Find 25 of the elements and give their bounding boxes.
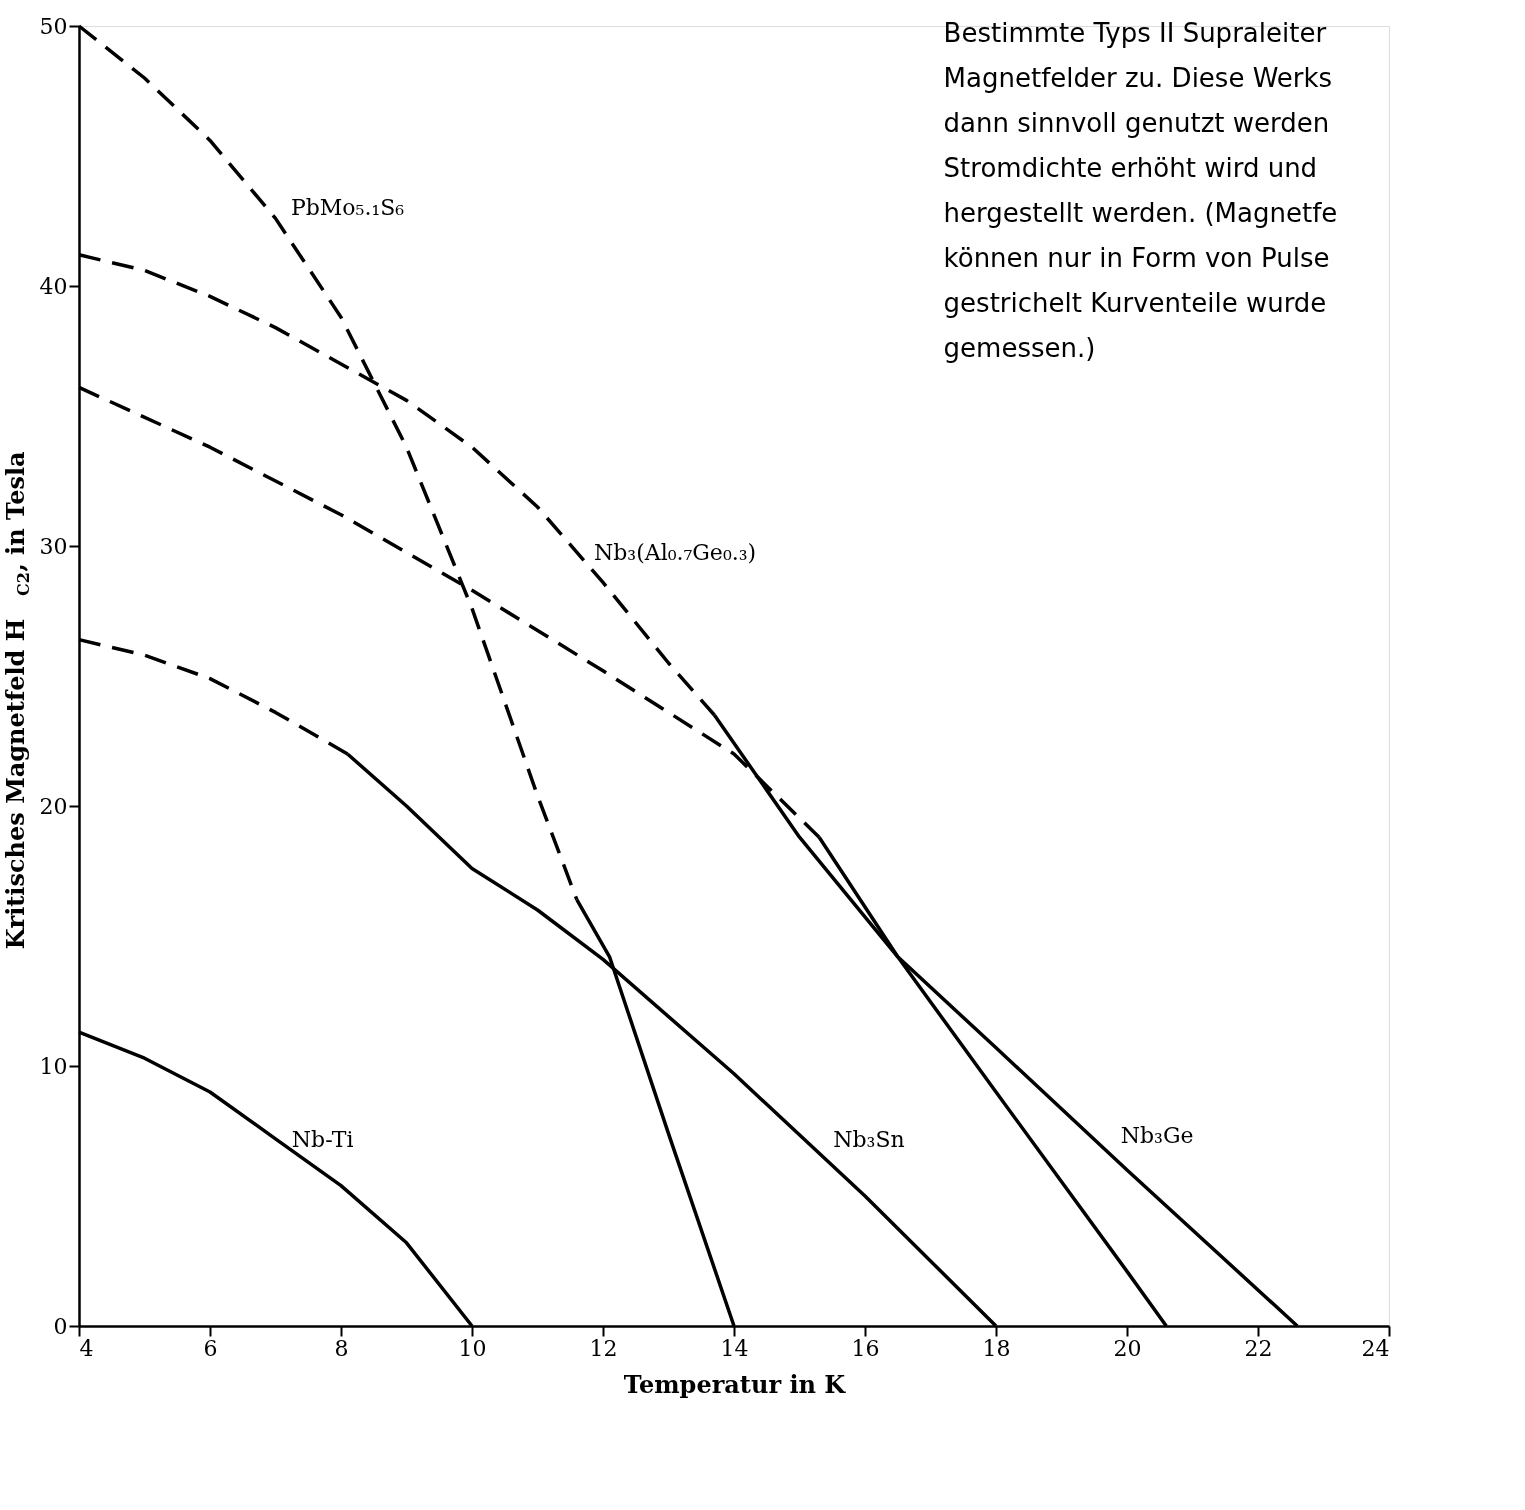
annotation: Nb₃Sn bbox=[833, 1127, 905, 1153]
x-tick-label: 22 bbox=[1244, 1335, 1273, 1361]
x-tick-label: 4 bbox=[79, 1335, 94, 1361]
annotation: Nb₃(Al₀.₇Ge₀.₃) bbox=[594, 539, 757, 565]
x-axis-title: Temperatur in K bbox=[623, 1369, 847, 1399]
annotation: Nb-Ti bbox=[291, 1127, 354, 1153]
x-tick-label: 24 bbox=[1361, 1335, 1390, 1361]
x-tick-label: 6 bbox=[203, 1335, 218, 1361]
y-tick-label: 10 bbox=[39, 1053, 68, 1079]
annotation: Nb₃Ge bbox=[1120, 1123, 1194, 1149]
y-tick-label: 50 bbox=[39, 13, 68, 39]
x-tick-label: 20 bbox=[1113, 1335, 1142, 1361]
x-tick-label: 12 bbox=[589, 1335, 618, 1361]
x-tick-label: 10 bbox=[458, 1335, 487, 1361]
y-tick-label: 30 bbox=[39, 533, 68, 559]
annotation: PbMo₅.₁S₆ bbox=[290, 195, 405, 220]
x-tick-label: 8 bbox=[334, 1335, 349, 1361]
x-tick-label: 18 bbox=[982, 1335, 1011, 1361]
x-tick-label: 16 bbox=[851, 1335, 880, 1361]
annotation: Bestimmte Typs II Supraleiter Magnetfelder zu. Diese Werks dann sinnvoll genutzt werden Stromdichte erhöht wird und hergestellt werden. (Magnetfe können nur in Form von Pulse gestrichelt Kurventeile wurde gemessen.) bbox=[943, 18, 1338, 363]
x-tick-label: 14 bbox=[720, 1335, 749, 1361]
y-axis-title: Kritisches Magnetfeld HC2, in Tesla bbox=[1, 451, 33, 950]
y-tick-label: 20 bbox=[39, 793, 68, 819]
y-tick-label: 0 bbox=[53, 1313, 68, 1339]
y-tick-label: 40 bbox=[39, 273, 68, 299]
